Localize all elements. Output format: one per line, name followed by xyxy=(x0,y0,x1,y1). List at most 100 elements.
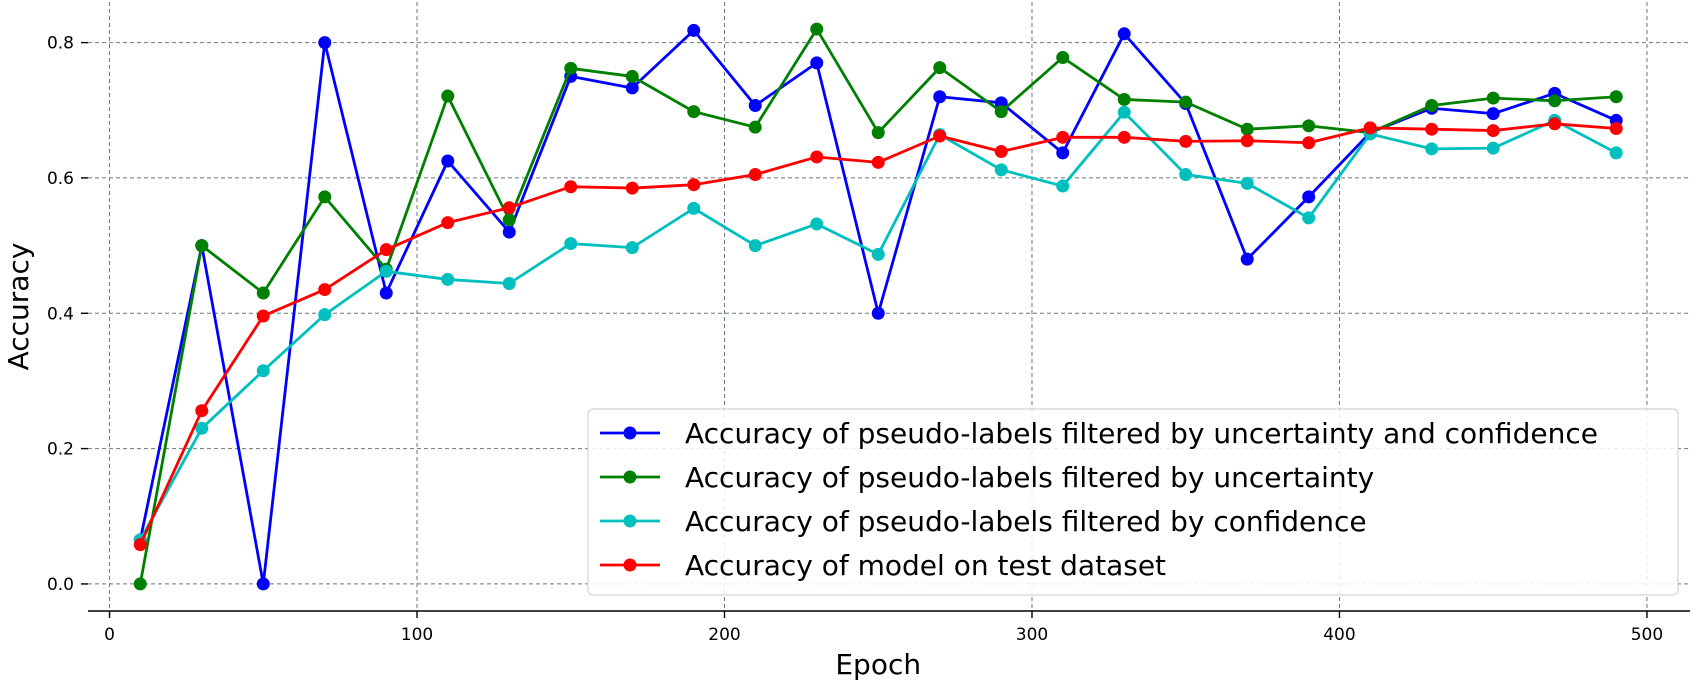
legend-marker xyxy=(623,426,637,440)
y-tick-label: 0.2 xyxy=(47,440,74,460)
data-point xyxy=(379,286,393,300)
data-point xyxy=(379,264,393,278)
data-point xyxy=(933,129,947,143)
data-point xyxy=(502,213,516,227)
data-point xyxy=(441,89,455,103)
data-point xyxy=(1363,121,1377,135)
data-point xyxy=(1117,27,1131,41)
data-point xyxy=(441,154,455,168)
data-point xyxy=(810,217,824,231)
data-point xyxy=(1179,95,1193,109)
legend-item: Accuracy of pseudo-labels filtered by un… xyxy=(600,461,1374,494)
y-tick-label: 0.0 xyxy=(47,575,74,595)
data-point xyxy=(871,306,885,320)
data-point xyxy=(625,181,639,195)
x-axis-ticks: 0 100 200 300 400 500 xyxy=(104,611,1663,645)
legend-box xyxy=(587,408,1679,596)
data-point xyxy=(1425,142,1439,156)
data-point xyxy=(933,61,947,75)
legend: Accuracy of pseudo-labels filtered by un… xyxy=(587,408,1679,596)
data-point xyxy=(1056,130,1070,144)
data-point xyxy=(1056,50,1070,64)
data-point xyxy=(1548,94,1562,108)
data-point xyxy=(256,364,270,378)
data-point xyxy=(1179,168,1193,182)
y-tick-label: 0.6 xyxy=(47,169,74,189)
data-point xyxy=(871,126,885,140)
data-point xyxy=(625,69,639,83)
x-tick-label: 500 xyxy=(1631,625,1663,645)
data-point xyxy=(441,272,455,286)
data-point xyxy=(318,283,332,297)
data-point xyxy=(994,145,1008,159)
x-axis-title: Epoch xyxy=(835,648,921,681)
data-point xyxy=(1302,190,1316,204)
data-point xyxy=(810,22,824,36)
data-point xyxy=(195,239,209,253)
data-point xyxy=(748,239,762,253)
data-point xyxy=(810,56,824,70)
data-point xyxy=(1486,91,1500,105)
data-point xyxy=(1240,176,1254,190)
data-point xyxy=(318,36,332,50)
data-point xyxy=(1117,130,1131,144)
x-tick-label: 300 xyxy=(1016,625,1048,645)
data-point xyxy=(1240,122,1254,136)
data-point xyxy=(1179,134,1193,148)
data-point xyxy=(933,90,947,104)
data-point xyxy=(1609,90,1623,104)
data-point xyxy=(1302,136,1316,150)
legend-label: Accuracy of pseudo-labels filtered by un… xyxy=(685,417,1598,450)
y-tick-label: 0.8 xyxy=(47,34,74,54)
data-point xyxy=(687,23,701,37)
data-point xyxy=(687,201,701,215)
data-point xyxy=(502,201,516,215)
data-point xyxy=(564,61,578,75)
data-point xyxy=(1117,92,1131,106)
legend-label: Accuracy of model on test dataset xyxy=(685,549,1166,582)
legend-marker xyxy=(623,514,637,528)
data-point xyxy=(1548,117,1562,131)
data-point xyxy=(195,421,209,435)
data-point xyxy=(318,190,332,204)
legend-item: Accuracy of model on test dataset xyxy=(600,549,1166,582)
data-point xyxy=(1056,146,1070,160)
data-point xyxy=(564,180,578,194)
legend-marker xyxy=(623,558,637,572)
data-point xyxy=(1240,134,1254,148)
legend-label: Accuracy of pseudo-labels filtered by un… xyxy=(685,461,1374,494)
data-point xyxy=(133,577,147,591)
legend-item: Accuracy of pseudo-labels filtered by un… xyxy=(600,417,1598,450)
data-point xyxy=(871,247,885,261)
series-4 xyxy=(133,117,1623,552)
data-point xyxy=(810,150,824,164)
data-point xyxy=(871,155,885,169)
data-point xyxy=(1302,119,1316,133)
legend-marker xyxy=(623,470,637,484)
data-point xyxy=(1609,146,1623,160)
data-point xyxy=(195,404,209,418)
data-point xyxy=(564,237,578,251)
y-axis-title: Accuracy xyxy=(2,243,35,371)
data-point xyxy=(1117,105,1131,119)
data-point xyxy=(625,241,639,255)
data-point xyxy=(1486,107,1500,121)
data-point xyxy=(1486,141,1500,155)
data-point xyxy=(502,276,516,290)
data-point xyxy=(1302,211,1316,225)
data-point xyxy=(502,225,516,239)
data-point xyxy=(256,286,270,300)
data-point xyxy=(994,105,1008,119)
data-point xyxy=(687,178,701,192)
data-point xyxy=(994,163,1008,177)
data-point xyxy=(1486,124,1500,138)
data-point xyxy=(625,81,639,95)
x-tick-label: 100 xyxy=(401,625,433,645)
y-tick-label: 0.4 xyxy=(47,304,74,324)
data-point xyxy=(1425,99,1439,113)
data-point xyxy=(256,309,270,323)
data-point xyxy=(133,538,147,552)
data-point xyxy=(441,216,455,230)
x-tick-label: 0 xyxy=(104,625,115,645)
